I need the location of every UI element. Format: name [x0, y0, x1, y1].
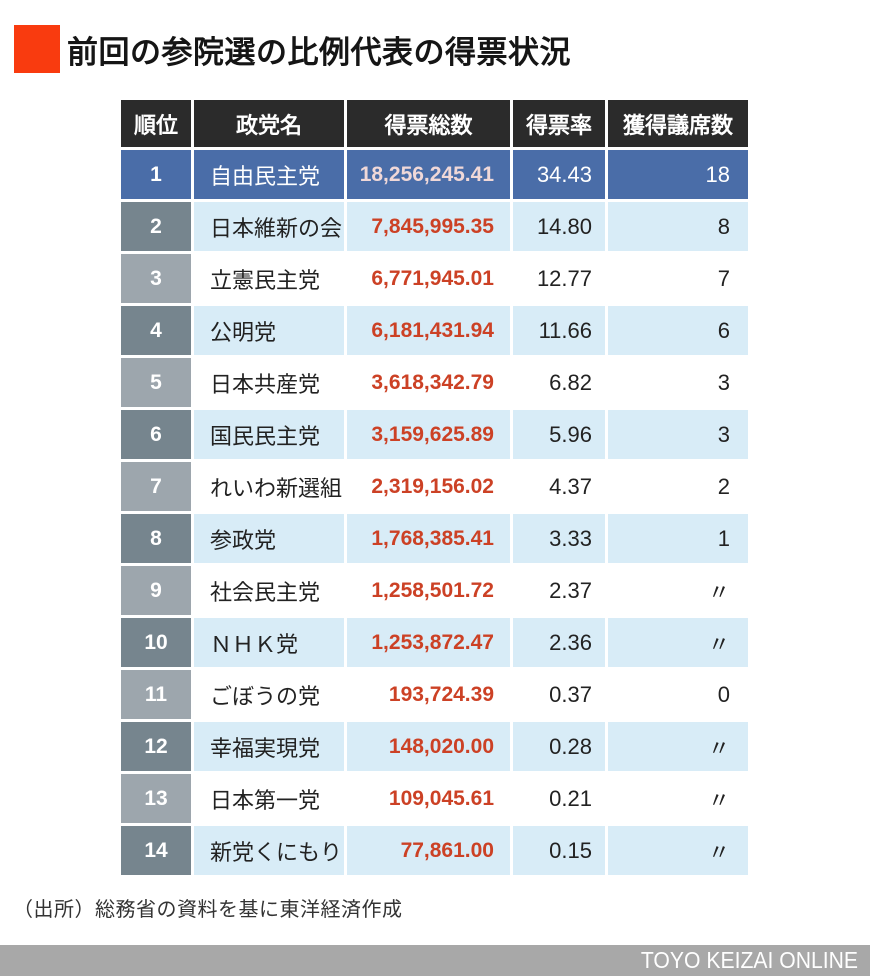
seats-cell: 〃 [608, 566, 748, 615]
party-cell: 日本共産党 [194, 358, 344, 407]
votes-cell: 1,253,872.47 [347, 618, 510, 667]
column-header: 政党名 [194, 100, 344, 147]
table-header-row: 順位 政党名 得票総数 得票率 獲得議席数 [121, 100, 748, 147]
seats-cell: 18 [608, 150, 748, 199]
table-row: 5 日本共産党 3,618,342.79 6.82 3 [121, 358, 748, 407]
votes-cell: 18,256,245.41 [347, 150, 510, 199]
rate-cell: 0.37 [513, 670, 605, 719]
rate-cell: 4.37 [513, 462, 605, 511]
table-row: 3 立憲民主党 6,771,945.01 12.77 7 [121, 254, 748, 303]
rate-cell: 12.77 [513, 254, 605, 303]
table-row: 7 れいわ新選組 2,319,156.02 4.37 2 [121, 462, 748, 511]
title-accent-square-icon [14, 25, 60, 73]
table-row: 11 ごぼうの党 193,724.39 0.37 0 [121, 670, 748, 719]
rate-cell: 14.80 [513, 202, 605, 251]
rate-cell: 0.28 [513, 722, 605, 771]
table-row: 6 国民民主党 3,159,625.89 5.96 3 [121, 410, 748, 459]
rate-cell: 0.15 [513, 826, 605, 875]
votes-cell: 77,861.00 [347, 826, 510, 875]
rank-cell: 10 [121, 618, 191, 667]
rate-cell: 6.82 [513, 358, 605, 407]
party-cell: 国民民主党 [194, 410, 344, 459]
table-row: 2 日本維新の会 7,845,995.35 14.80 8 [121, 202, 748, 251]
seats-cell: 〃 [608, 774, 748, 823]
seats-cell: 3 [608, 358, 748, 407]
table-row: 9 社会民主党 1,258,501.72 2.37 〃 [121, 566, 748, 615]
election-results-table: 順位 政党名 得票総数 得票率 獲得議席数 1 自由民主党 18,256,245.41 34.… [118, 97, 751, 878]
party-cell: 日本第一党 [194, 774, 344, 823]
footer-brand: TOYO KEIZAI ONLINE [640, 947, 858, 973]
election-results-table-wrap: 順位 政党名 得票総数 得票率 獲得議席数 1 自由民主党 18,256,245.41 34.… [118, 97, 751, 878]
party-cell: 幸福実現党 [194, 722, 344, 771]
votes-cell: 1,768,385.41 [347, 514, 510, 563]
column-header: 順位 [121, 100, 191, 147]
rate-cell: 2.36 [513, 618, 605, 667]
results-table-body: 1 自由民主党 18,256,245.41 34.43 18 2 日本維新の会 7,845,9… [121, 150, 748, 875]
party-cell: ごぼうの党 [194, 670, 344, 719]
rank-cell: 5 [121, 358, 191, 407]
votes-cell: 6,181,431.94 [347, 306, 510, 355]
rank-cell: 9 [121, 566, 191, 615]
source-note: （出所）総務省の資料を基に東洋経済作成 [13, 899, 403, 921]
votes-cell: 1,258,501.72 [347, 566, 510, 615]
rank-cell: 6 [121, 410, 191, 459]
rank-cell: 1 [121, 150, 191, 199]
seats-cell: 〃 [608, 618, 748, 667]
column-header: 得票率 [513, 100, 605, 147]
party-cell: 立憲民主党 [194, 254, 344, 303]
rate-cell: 11.66 [513, 306, 605, 355]
seats-cell: 3 [608, 410, 748, 459]
rate-cell: 2.37 [513, 566, 605, 615]
column-header: 得票総数 [347, 100, 510, 147]
rank-cell: 11 [121, 670, 191, 719]
column-header: 獲得議席数 [608, 100, 748, 147]
party-cell: ＮＨＫ党 [194, 618, 344, 667]
rank-cell: 3 [121, 254, 191, 303]
votes-cell: 193,724.39 [347, 670, 510, 719]
seats-cell: 8 [608, 202, 748, 251]
rate-cell: 34.43 [513, 150, 605, 199]
footer-bar: TOYO KEIZAI ONLINE [0, 945, 870, 976]
seats-cell: 0 [608, 670, 748, 719]
table-row: 10 ＮＨＫ党 1,253,872.47 2.36 〃 [121, 618, 748, 667]
seats-cell: 6 [608, 306, 748, 355]
votes-cell: 148,020.00 [347, 722, 510, 771]
table-row: 14 新党くにもり 77,861.00 0.15 〃 [121, 826, 748, 875]
seats-cell: 1 [608, 514, 748, 563]
seats-cell: 〃 [608, 722, 748, 771]
party-cell: れいわ新選組 [194, 462, 344, 511]
party-cell: 参政党 [194, 514, 344, 563]
party-cell: 自由民主党 [194, 150, 344, 199]
table-row: 8 参政党 1,768,385.41 3.33 1 [121, 514, 748, 563]
votes-cell: 109,045.61 [347, 774, 510, 823]
party-cell: 公明党 [194, 306, 344, 355]
table-row: 4 公明党 6,181,431.94 11.66 6 [121, 306, 748, 355]
table-row: 13 日本第一党 109,045.61 0.21 〃 [121, 774, 748, 823]
seats-cell: 2 [608, 462, 748, 511]
rank-cell: 2 [121, 202, 191, 251]
rank-cell: 7 [121, 462, 191, 511]
page-title: 前回の参院選の比例代表の得票状況 [67, 34, 571, 70]
table-row: 1 自由民主党 18,256,245.41 34.43 18 [121, 150, 748, 199]
party-cell: 新党くにもり [194, 826, 344, 875]
title-block: 前回の参院選の比例代表の得票状況 [14, 25, 571, 73]
rate-cell: 0.21 [513, 774, 605, 823]
votes-cell: 3,618,342.79 [347, 358, 510, 407]
seats-cell: 〃 [608, 826, 748, 875]
votes-cell: 7,845,995.35 [347, 202, 510, 251]
rate-cell: 3.33 [513, 514, 605, 563]
rank-cell: 12 [121, 722, 191, 771]
rank-cell: 8 [121, 514, 191, 563]
rank-cell: 14 [121, 826, 191, 875]
rate-cell: 5.96 [513, 410, 605, 459]
rank-cell: 13 [121, 774, 191, 823]
party-cell: 社会民主党 [194, 566, 344, 615]
party-cell: 日本維新の会 [194, 202, 344, 251]
votes-cell: 6,771,945.01 [347, 254, 510, 303]
table-row: 12 幸福実現党 148,020.00 0.28 〃 [121, 722, 748, 771]
votes-cell: 3,159,625.89 [347, 410, 510, 459]
seats-cell: 7 [608, 254, 748, 303]
votes-cell: 2,319,156.02 [347, 462, 510, 511]
rank-cell: 4 [121, 306, 191, 355]
